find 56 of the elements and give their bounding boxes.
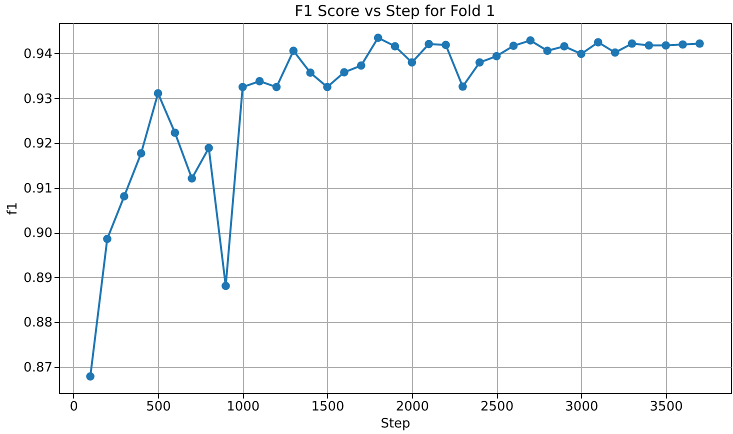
y-tick-label: 0.92	[24, 136, 52, 152]
point	[543, 46, 552, 55]
point	[86, 372, 94, 381]
point	[238, 82, 247, 92]
y-tick-label: 0.88	[24, 316, 52, 331]
point	[340, 68, 348, 76]
point	[577, 50, 586, 58]
point	[492, 52, 501, 60]
point	[390, 42, 400, 50]
point	[356, 61, 366, 70]
y-tick-label: 0.87	[24, 360, 52, 376]
point	[103, 234, 112, 244]
y-tick-label: 0.89	[24, 270, 52, 286]
y-tick-label: 0.91	[24, 181, 52, 196]
x-tick-label: 0	[70, 400, 78, 414]
y-tick-label: 0.90	[24, 226, 52, 242]
point	[408, 58, 416, 67]
point	[594, 38, 602, 46]
point	[475, 58, 484, 67]
x-tick-label: 3000	[565, 400, 598, 414]
point	[509, 42, 518, 50]
point	[526, 36, 535, 45]
y-axis-title: f1	[6, 202, 21, 215]
point	[255, 77, 264, 86]
point	[662, 41, 670, 50]
point	[154, 89, 162, 98]
point	[560, 42, 568, 50]
point	[204, 144, 213, 152]
x-axis-title: Step	[380, 416, 410, 432]
point	[374, 34, 382, 42]
point	[222, 282, 230, 290]
point	[442, 40, 450, 50]
point	[272, 82, 281, 92]
point	[696, 39, 704, 48]
point	[628, 39, 636, 48]
point	[458, 82, 467, 91]
point	[289, 46, 298, 55]
y-tick-label: 0.94	[24, 46, 52, 62]
point	[610, 48, 620, 57]
point	[136, 149, 146, 158]
y-tick-label: 0.93	[24, 92, 52, 107]
point	[120, 192, 128, 201]
chart-title: F1 Score vs Step for Fold 1	[294, 2, 496, 20]
x-tick-label: 500	[146, 400, 171, 414]
x-tick-label: 2500	[480, 400, 514, 414]
point	[644, 41, 654, 50]
x-tick-label: 1000	[226, 400, 260, 414]
point	[323, 82, 332, 92]
point	[424, 40, 434, 48]
x-tick-label: 2000	[396, 400, 429, 414]
point	[678, 40, 687, 49]
x-tick-label: 1500	[311, 400, 344, 414]
point	[170, 128, 180, 137]
point	[188, 174, 196, 183]
point	[306, 68, 315, 77]
x-tick-label: 3500	[650, 400, 683, 414]
